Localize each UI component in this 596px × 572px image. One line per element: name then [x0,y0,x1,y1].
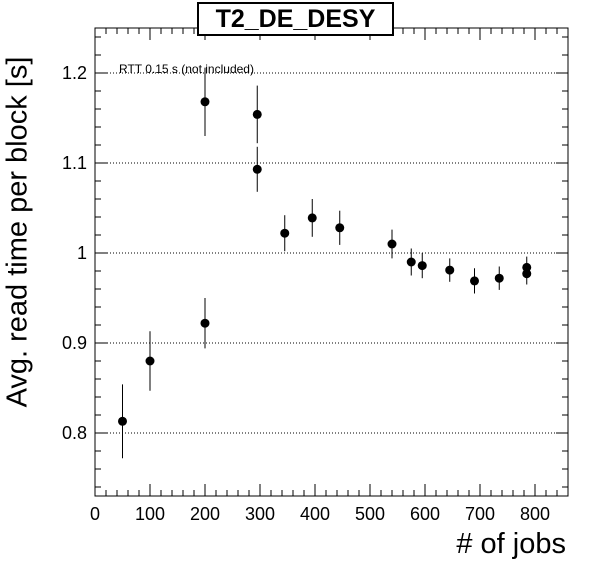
data-point [335,223,345,233]
data-point [387,239,397,249]
x-tick-label: 200 [190,504,220,524]
plot-frame [94,27,569,497]
axis-ticks [94,28,569,496]
data-point [494,273,504,283]
y-tick-label: 0.8 [62,423,87,443]
x-tick-label: 500 [355,504,385,524]
y-tick-label: 1 [77,243,87,263]
x-tick-label: 100 [135,504,165,524]
tick-labels: 0 100 200 300 400 500 600 700 800 0.8 0.9 1 1.1 1.2 [62,63,550,524]
y-tick-label: 1.1 [62,153,87,173]
data-point [417,261,427,271]
data-point [470,276,479,286]
x-tick-label: 400 [300,504,330,524]
data-point [445,265,455,275]
grid-lines [95,72,568,434]
data-point [200,97,210,107]
x-tick-label: 800 [520,504,550,524]
y-tick-label: 0.9 [62,333,87,353]
y-tick-label: 1.2 [62,63,87,83]
data-point [200,318,210,328]
data-point [118,416,127,426]
data-point [145,356,155,366]
x-tick-label: 0 [90,504,100,524]
data-points [118,67,532,459]
x-tick-label: 600 [410,504,440,524]
data-point [406,257,416,267]
data-point [522,269,532,279]
data-point [252,109,262,119]
rtt-annotation: RTT 0.15 s (not included) [119,62,254,76]
data-point [280,228,290,238]
x-axis-label: # of jobs [456,528,566,560]
x-tick-label: 700 [465,504,495,524]
x-tick-label: 300 [245,504,275,524]
data-point [252,164,262,174]
chart-title: T2_DE_DESY [197,2,394,36]
y-axis-label: Avg. read time per block [s] [1,56,34,408]
data-point [307,213,317,223]
